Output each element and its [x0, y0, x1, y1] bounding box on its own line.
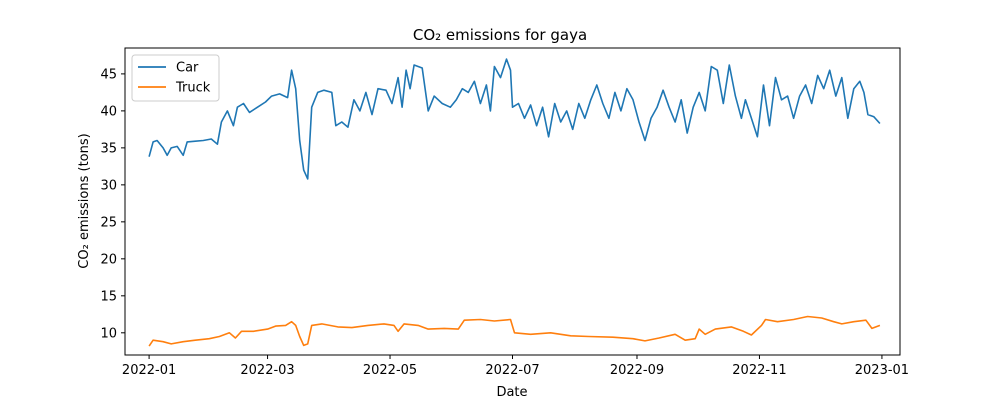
series-line-truck — [148, 315, 881, 347]
x-axis-ticks: 2022-01 2022-03 2022-05 2022-07 2022-09 2022-… — [122, 355, 909, 378]
legend: Car Truck — [131, 54, 220, 102]
y-tick-label: 10 — [100, 326, 117, 341]
x-tick-label: 2022-11 — [732, 363, 786, 378]
x-tick-label: 2023-01 — [855, 363, 909, 378]
y-tick-label: 15 — [100, 289, 117, 304]
y-tick-label: 45 — [100, 67, 117, 82]
x-tick-label: 2022-07 — [485, 363, 539, 378]
legend-label-car: Car — [176, 61, 199, 76]
y-tick-label: 35 — [100, 141, 117, 156]
y-tick-label: 40 — [100, 104, 117, 119]
y-tick-label: 20 — [100, 252, 117, 267]
y-tick-label: 30 — [100, 178, 117, 193]
chart-title: CO₂ emissions for gaya — [413, 26, 587, 44]
x-tick-label: 2022-03 — [240, 363, 294, 378]
x-tick-label: 2022-01 — [122, 363, 176, 378]
plot-lines — [148, 58, 881, 347]
legend-label-truck: Truck — [175, 81, 211, 96]
y-tick-label: 25 — [100, 215, 117, 230]
x-axis-label: Date — [496, 385, 527, 400]
x-tick-label: 2022-09 — [610, 363, 664, 378]
y-axis-ticks: 10 15 20 25 30 35 40 45 — [100, 67, 125, 341]
series-line-car — [148, 58, 881, 180]
x-tick-label: 2022-05 — [363, 363, 417, 378]
y-axis-label: CO₂ emissions (tons) — [77, 133, 92, 268]
